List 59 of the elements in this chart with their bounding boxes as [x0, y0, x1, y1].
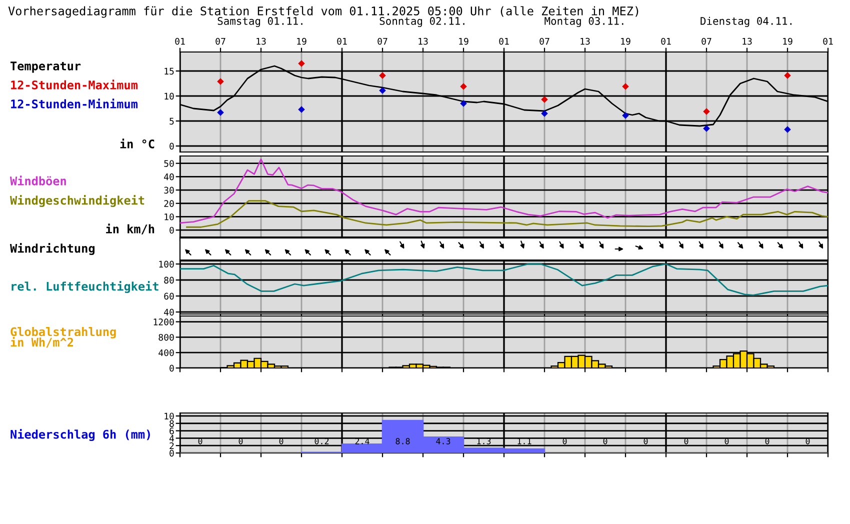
y-tick-label: 10	[164, 412, 174, 420]
y-tick-label: 20	[164, 200, 174, 207]
x-tick-label: 19	[621, 38, 630, 45]
text: 12-Stunden-Minimum	[11, 98, 138, 108]
text: Dienstag 04.11.	[700, 16, 792, 27]
y-tick-label: 0	[170, 142, 174, 150]
x-tick-label: 13	[256, 38, 266, 45]
text: Globalstrahlung in Wh/m^2	[10, 327, 116, 348]
x-tick-label: 13	[742, 38, 752, 45]
x-tick-label: 01	[823, 38, 833, 45]
y-tick-label: 40	[164, 173, 174, 180]
y-tick-label: 30	[164, 186, 174, 194]
x-tick-label: 19	[459, 38, 468, 45]
legend-title: Temperatur	[10, 62, 81, 73]
y-tick-label: 10	[164, 213, 174, 220]
text: Niederschlag 6h (mm)	[10, 428, 150, 442]
y-tick-label: 5	[170, 118, 174, 125]
x-tick-label: 01	[661, 38, 671, 45]
text: Windrichtung	[10, 242, 94, 256]
y-tick-label: 0	[170, 226, 174, 234]
y-tick-label: 0	[170, 450, 174, 457]
chart-title: Vorhersagediagramm für die Station Erstfeld vom 01.11.2025 05:00 Uhr (alle Zeiten in MEZ)	[8, 6, 638, 18]
y-tick-label: 6	[170, 428, 174, 434]
data-label: 8.8	[396, 438, 410, 444]
x-tick-label: 19	[783, 38, 792, 45]
text: rel. Luftfeuchtigkeit	[12, 280, 158, 294]
x-tick-label: 19	[297, 38, 306, 45]
x-tick-label: 01	[499, 38, 509, 45]
text: 12-Stunden-Maximum	[11, 80, 138, 90]
y-tick-label: 2	[170, 442, 174, 450]
x-tick-label: 01	[337, 38, 347, 45]
x-tick-label: 13	[580, 38, 590, 45]
y-tick-label: 1200	[154, 318, 174, 326]
y-tick-label: 400	[158, 349, 174, 356]
y-tick-label: 60	[164, 292, 174, 300]
text: Montag 03.11.	[544, 17, 624, 27]
y-tick-label: 10	[164, 92, 174, 100]
y-tick-label: 15	[164, 68, 174, 75]
x-tick-label: 07	[702, 38, 712, 45]
y-axis-title: in km/h	[106, 224, 154, 234]
x-tick-label: 01	[175, 38, 185, 45]
y-tick-label: 100	[159, 260, 174, 268]
x-tick-label: 07	[378, 38, 388, 45]
x-tick-label: 07	[540, 38, 550, 45]
x-tick-label: 07	[216, 38, 226, 45]
y-axis-title: in °C	[120, 138, 154, 148]
y-tick-label: 50	[164, 160, 174, 167]
data-label: 4.3	[436, 438, 450, 444]
y-tick-label: 4	[169, 435, 174, 442]
x-tick-label: 13	[418, 38, 428, 45]
text: Windgeschwindigkeit	[10, 194, 144, 208]
text: Samstag 01.11.	[218, 17, 302, 27]
text: Windböen	[10, 176, 66, 186]
y-tick-label: 40	[164, 308, 174, 316]
y-tick-label: 800	[158, 334, 174, 341]
y-tick-label: 8	[170, 420, 174, 427]
text: Sonntag 02.11.	[380, 17, 464, 27]
y-tick-label: 80	[164, 276, 174, 284]
y-tick-label: 0	[170, 364, 174, 372]
